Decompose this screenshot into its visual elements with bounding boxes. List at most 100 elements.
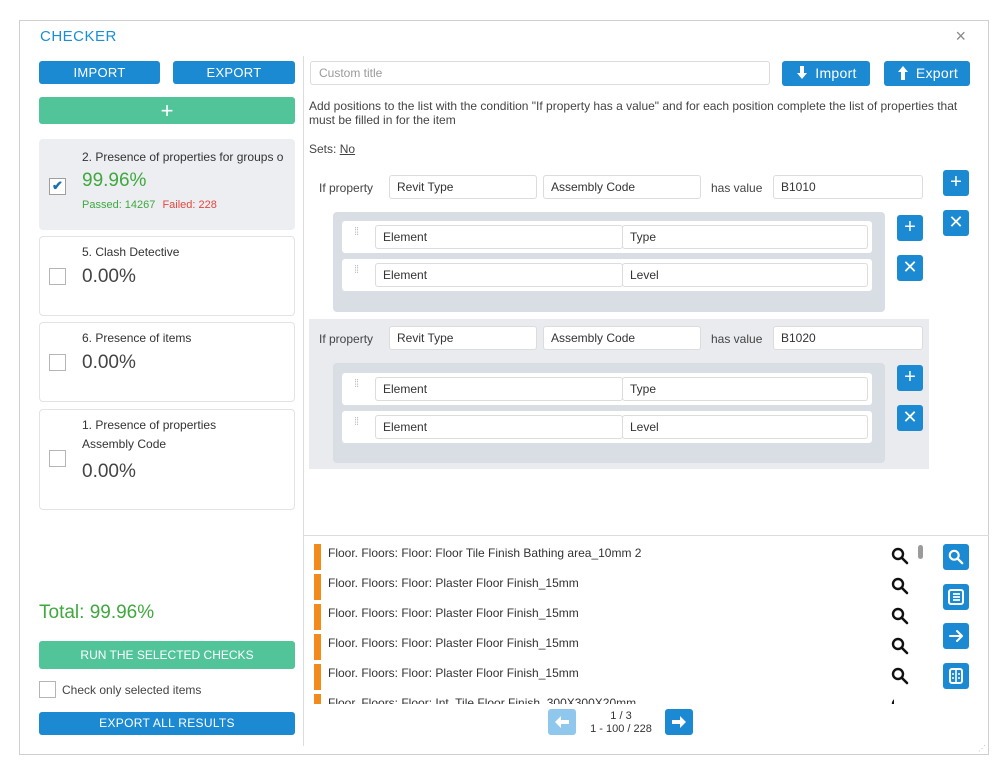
check-name: 6. Presence of items bbox=[82, 331, 192, 345]
pager-info: 1 / 3 1 - 100 / 228 bbox=[586, 710, 656, 736]
status-marker bbox=[314, 694, 321, 704]
add-condition-button[interactable]: + bbox=[943, 170, 969, 196]
property-name-field[interactable]: Type bbox=[622, 225, 868, 249]
property-row: ⁞⁞ Element Type bbox=[342, 373, 872, 405]
check-checkbox[interactable] bbox=[49, 268, 66, 285]
status-marker bbox=[314, 664, 321, 690]
add-property-button[interactable]: + bbox=[897, 215, 923, 241]
panel-divider bbox=[303, 56, 304, 746]
property-name-field[interactable]: Level bbox=[622, 263, 868, 287]
has-value-label: has value bbox=[711, 181, 763, 195]
check-only-label: Check only selected items bbox=[62, 682, 202, 697]
result-label: Floor. Floors: Floor: Plaster Floor Fini… bbox=[328, 576, 579, 590]
checks-panel: IMPORT EXPORT + 2. Presence of propertie… bbox=[20, 21, 303, 756]
if-property-label: If property bbox=[319, 332, 374, 346]
remove-properties-button[interactable]: ✕ bbox=[897, 405, 923, 431]
range-indicator: 1 - 100 / 228 bbox=[590, 723, 652, 735]
search-icon[interactable] bbox=[891, 637, 909, 655]
check-checkbox[interactable] bbox=[49, 354, 66, 371]
search-icon[interactable] bbox=[891, 547, 909, 565]
status-marker bbox=[314, 574, 321, 600]
next-page-button[interactable] bbox=[665, 709, 693, 735]
condition-block: If property Revit Type Assembly Code has… bbox=[309, 319, 929, 469]
property-list: ⁞⁞ Element Type ⁞⁞ Element Level bbox=[333, 212, 885, 312]
check-checkbox[interactable] bbox=[49, 450, 66, 467]
arrow-right-icon bbox=[672, 716, 686, 728]
property-name-field[interactable]: Type bbox=[622, 377, 868, 401]
add-check-button[interactable]: + bbox=[39, 97, 295, 124]
drag-handle-icon[interactable]: ⁞⁞ bbox=[354, 416, 359, 428]
page-indicator: 1 / 3 bbox=[610, 710, 632, 722]
property-name-field[interactable]: Level bbox=[622, 415, 868, 439]
result-label: Floor. Floors: Floor: Plaster Floor Fini… bbox=[328, 636, 579, 650]
property-value-field[interactable]: B1010 bbox=[773, 175, 923, 199]
passed-count: Passed: 14267 bbox=[82, 199, 156, 211]
property-group-field[interactable]: Revit Type bbox=[389, 326, 537, 350]
check-only-checkbox[interactable] bbox=[39, 681, 56, 698]
search-icon[interactable] bbox=[891, 607, 909, 625]
check-checkbox[interactable] bbox=[49, 178, 66, 195]
property-row: ⁞⁞ Element Type bbox=[342, 221, 872, 253]
search-icon[interactable] bbox=[891, 697, 894, 704]
check-card[interactable]: 5. Clash Detective 0.00% bbox=[39, 236, 295, 316]
property-group-field[interactable]: Element bbox=[375, 225, 623, 249]
upload-icon bbox=[897, 66, 908, 80]
property-group-field[interactable]: Element bbox=[375, 377, 623, 401]
result-label: Floor. Floors: Floor: Int. Tile Floor Fi… bbox=[328, 696, 637, 704]
check-card[interactable]: 2. Presence of properties for groups o 9… bbox=[39, 139, 295, 230]
window-title: CHECKER bbox=[40, 28, 117, 45]
result-item[interactable]: Floor. Floors: Floor: Plaster Floor Fini… bbox=[314, 664, 909, 690]
search-all-button[interactable] bbox=[943, 544, 969, 570]
prev-page-button[interactable] bbox=[548, 709, 576, 735]
search-icon[interactable] bbox=[891, 577, 909, 595]
resize-grip-icon[interactable]: ⋰ bbox=[978, 744, 986, 753]
check-stats: Passed: 14267 Failed: 228 bbox=[82, 199, 217, 211]
rule-import-button[interactable]: Import bbox=[782, 61, 870, 86]
rule-export-label: Export bbox=[915, 65, 959, 81]
export-all-button[interactable]: EXPORT ALL RESULTS bbox=[39, 712, 295, 735]
compare-button[interactable] bbox=[943, 663, 969, 689]
import-button[interactable]: IMPORT bbox=[39, 61, 160, 84]
result-item[interactable]: Floor. Floors: Floor: Floor Tile Finish … bbox=[314, 544, 909, 570]
sets-value-link[interactable]: No bbox=[339, 142, 356, 156]
result-item[interactable]: Floor. Floors: Floor: Plaster Floor Fini… bbox=[314, 574, 909, 600]
rule-export-button[interactable]: Export bbox=[884, 61, 970, 86]
remove-condition-button[interactable]: ✕ bbox=[943, 210, 969, 236]
search-icon[interactable] bbox=[891, 667, 909, 685]
condition-block: If property Revit Type Assembly Code has… bbox=[309, 168, 929, 318]
list-view-button[interactable] bbox=[943, 584, 969, 610]
custom-title-input[interactable]: Custom title bbox=[310, 61, 770, 85]
result-item[interactable]: Floor. Floors: Floor: Plaster Floor Fini… bbox=[314, 634, 909, 660]
result-item[interactable]: Floor. Floors: Floor: Plaster Floor Fini… bbox=[314, 604, 909, 630]
total-percent: Total: 99.96% bbox=[39, 602, 155, 623]
check-card[interactable]: 1. Presence of properties Assembly Code … bbox=[39, 409, 295, 510]
drag-handle-icon[interactable]: ⁞⁞ bbox=[354, 226, 359, 238]
check-percent: 0.00% bbox=[82, 352, 136, 373]
list-icon bbox=[948, 589, 964, 605]
rule-import-label: Import bbox=[815, 65, 857, 81]
run-checks-button[interactable]: RUN THE SELECTED CHECKS bbox=[39, 641, 295, 669]
check-name: 2. Presence of properties for groups o bbox=[82, 150, 284, 164]
goto-button[interactable] bbox=[943, 623, 969, 649]
property-name-field[interactable]: Assembly Code bbox=[543, 326, 701, 350]
check-percent: 0.00% bbox=[82, 461, 136, 482]
result-label: Floor. Floors: Floor: Floor Tile Finish … bbox=[328, 546, 642, 560]
check-only-selected[interactable]: Check only selected items bbox=[39, 681, 201, 698]
results-scrollbar[interactable] bbox=[918, 545, 923, 559]
export-button[interactable]: EXPORT bbox=[173, 61, 295, 84]
property-group-field[interactable]: Revit Type bbox=[389, 175, 537, 199]
property-name-field[interactable]: Assembly Code bbox=[543, 175, 701, 199]
drag-handle-icon[interactable]: ⁞⁞ bbox=[354, 378, 359, 390]
drag-handle-icon[interactable]: ⁞⁞ bbox=[354, 264, 359, 276]
close-icon[interactable]: × bbox=[955, 26, 966, 46]
check-card[interactable]: 6. Presence of items 0.00% bbox=[39, 322, 295, 402]
property-group-field[interactable]: Element bbox=[375, 415, 623, 439]
remove-properties-button[interactable]: ✕ bbox=[897, 255, 923, 281]
property-group-field[interactable]: Element bbox=[375, 263, 623, 287]
add-property-button[interactable]: + bbox=[897, 365, 923, 391]
result-item[interactable]: Floor. Floors: Floor: Int. Tile Floor Fi… bbox=[314, 694, 894, 704]
status-marker bbox=[314, 604, 321, 630]
has-value-label: has value bbox=[711, 332, 763, 346]
property-value-field[interactable]: B1020 bbox=[773, 326, 923, 350]
property-row: ⁞⁞ Element Level bbox=[342, 411, 872, 443]
